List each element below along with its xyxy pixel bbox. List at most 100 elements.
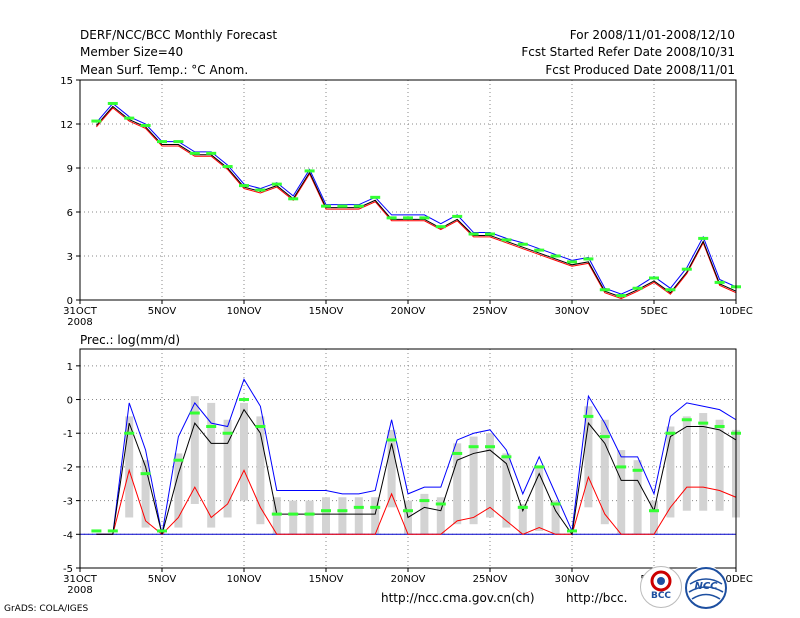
ensemble-marker: [534, 248, 545, 252]
ensemble-marker: [649, 509, 659, 513]
ensemble-marker: [370, 195, 381, 199]
spread-bar: [715, 419, 724, 511]
ensemble-marker: [124, 431, 135, 435]
y-tick-label: 1: [67, 362, 73, 373]
forecast-period-label: For 2008/11/01-2008/12/10: [569, 28, 735, 42]
spread-bar: [190, 396, 199, 504]
ensemble-marker: [698, 236, 709, 240]
spread-bar: [682, 416, 691, 511]
ensemble-marker: [239, 398, 249, 402]
ensemble-marker: [583, 257, 594, 261]
ensemble-marker: [173, 458, 184, 462]
ensemble-marker: [386, 438, 397, 442]
spread-bar: [699, 413, 708, 511]
member-size-label: Member Size=40: [80, 45, 184, 59]
ensemble-marker: [485, 445, 495, 449]
ensemble-marker: [321, 509, 331, 513]
spread-bar: [174, 453, 183, 528]
ensemble-marker: [157, 140, 167, 144]
x-tick-label: 5NOV: [148, 574, 177, 585]
ncc-logo-text: NCC: [694, 581, 718, 592]
x-tick-label: 30NOV: [555, 306, 590, 317]
ensemble-marker: [239, 184, 249, 188]
ensemble-marker: [550, 254, 561, 258]
y-tick-label: -3: [63, 497, 73, 508]
bcc-url[interactable]: http://bcc.: [566, 591, 628, 605]
ensemble-marker: [271, 182, 282, 186]
spread-bar: [371, 497, 380, 535]
ensemble-marker: [222, 431, 233, 435]
spread-bar: [223, 419, 232, 518]
spread-bar: [420, 493, 429, 535]
y-tick-label: -2: [63, 463, 73, 474]
spread-bar: [469, 436, 478, 525]
ensemble-marker: [632, 286, 643, 290]
spread-bar: [650, 500, 658, 535]
ensemble-marker: [140, 472, 151, 476]
spread-bar: [207, 402, 216, 528]
ensemble-marker: [435, 225, 446, 229]
ensemble-marker: [665, 431, 676, 435]
bcc-logo-icon: BCC: [640, 566, 682, 608]
x-tick-label: 10NOV: [227, 574, 262, 585]
spread-bar: [453, 443, 462, 525]
spread-bar: [600, 419, 609, 525]
x-tick-label: 31OCT: [63, 574, 98, 585]
ensemble-marker: [599, 288, 610, 292]
spread-bar: [502, 453, 511, 528]
spread-bar: [322, 497, 330, 535]
ensemble-marker: [419, 216, 430, 220]
ensemble-marker: [501, 238, 512, 242]
ensemble-marker: [452, 214, 463, 218]
ensemble-marker: [140, 123, 151, 127]
ensemble-marker: [321, 204, 331, 208]
ensemble-marker: [337, 509, 348, 513]
x-tick-label: 15NOV: [309, 306, 344, 317]
ensemble-marker: [468, 445, 479, 449]
ensemble-marker: [173, 140, 184, 144]
x-tick-label: 25NOV: [473, 574, 508, 585]
ensemble-marker: [222, 165, 233, 169]
ensemble-marker: [337, 204, 348, 208]
y-tick-label: 3: [67, 252, 73, 263]
ensemble-marker: [616, 465, 627, 469]
ensemble-marker: [567, 260, 577, 264]
ensemble-marker: [157, 529, 167, 533]
ncc-url[interactable]: http://ncc.cma.gov.cn(ch): [381, 591, 535, 605]
ensemble-marker: [517, 242, 528, 246]
spread-bar: [518, 503, 527, 535]
lower-series-line: [96, 468, 737, 535]
y-tick-label: 0: [67, 296, 73, 307]
spread-bar: [617, 450, 626, 535]
ensemble-marker: [304, 512, 315, 516]
y-tick-label: -4: [63, 530, 73, 541]
ensemble-marker: [665, 288, 676, 292]
ensemble-marker: [353, 505, 364, 509]
ensemble-marker: [632, 468, 643, 472]
ensemble-marker: [91, 529, 102, 533]
ensemble-marker: [501, 455, 512, 459]
ensemble-marker: [255, 424, 266, 428]
ensemble-marker: [403, 509, 413, 513]
ensemble-marker: [452, 451, 463, 455]
spread-bar: [535, 466, 544, 531]
spread-bar: [289, 500, 298, 535]
y-tick-label: 9: [67, 164, 73, 175]
ensemble-marker: [485, 232, 495, 236]
ensemble-marker: [534, 465, 545, 469]
lower-series-line: [96, 107, 737, 300]
mean-series-line: [96, 105, 737, 298]
ensemble-marker: [599, 435, 610, 439]
spread-bar: [387, 429, 396, 508]
ensemble-marker: [714, 280, 725, 284]
ensemble-marker: [435, 502, 446, 506]
ensemble-marker: [189, 151, 200, 155]
ensemble-marker: [107, 529, 118, 533]
x-tick-label: 10DEC: [719, 574, 753, 585]
mean-series-line: [96, 408, 737, 536]
precipitation-panel: -5 -4 -3 -2 -1 0 1 31OCT 5NOV 10NOV 15NOV 20NOV 25NO…: [63, 348, 753, 596]
y-tick-label: 15: [60, 76, 73, 87]
spread-bar: [256, 416, 265, 525]
x-tick-label: 20NOV: [391, 574, 426, 585]
